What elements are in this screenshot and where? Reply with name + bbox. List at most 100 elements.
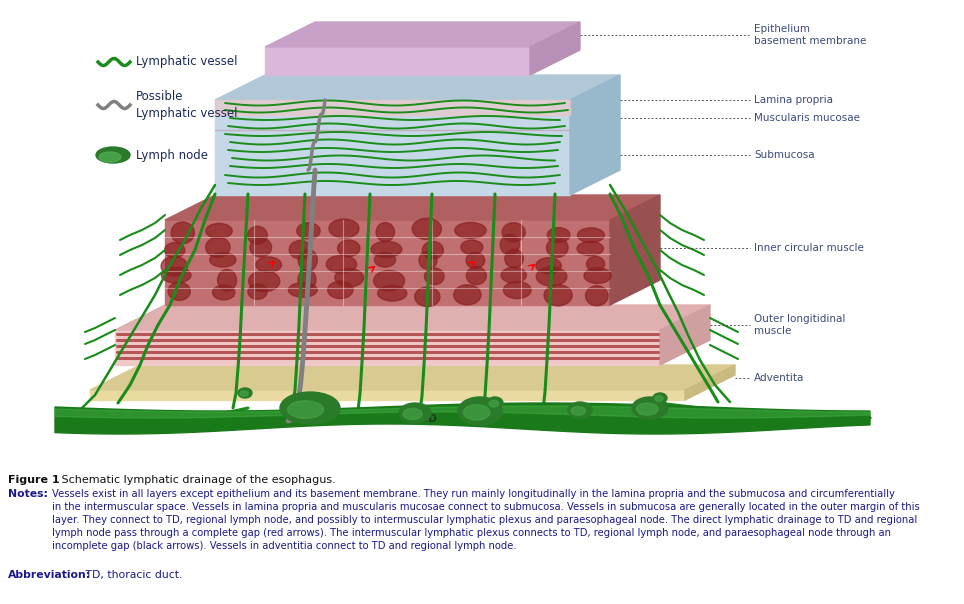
Ellipse shape bbox=[458, 397, 502, 425]
Ellipse shape bbox=[248, 284, 267, 300]
Ellipse shape bbox=[371, 241, 402, 257]
Ellipse shape bbox=[218, 269, 236, 291]
Polygon shape bbox=[530, 22, 580, 75]
Ellipse shape bbox=[205, 223, 232, 239]
Text: Submucosa: Submucosa bbox=[754, 150, 815, 160]
Ellipse shape bbox=[205, 237, 230, 257]
Text: Lymph node: Lymph node bbox=[136, 149, 208, 161]
Text: TD: TD bbox=[422, 414, 438, 424]
Ellipse shape bbox=[329, 219, 359, 238]
Ellipse shape bbox=[96, 147, 130, 163]
Ellipse shape bbox=[250, 238, 272, 257]
Ellipse shape bbox=[501, 267, 526, 283]
Ellipse shape bbox=[502, 223, 525, 242]
Ellipse shape bbox=[209, 252, 236, 267]
Text: Possible
Lymphatic vessel: Possible Lymphatic vessel bbox=[136, 91, 237, 120]
Ellipse shape bbox=[287, 401, 324, 419]
Polygon shape bbox=[165, 195, 660, 220]
Ellipse shape bbox=[577, 242, 603, 255]
Ellipse shape bbox=[297, 223, 320, 239]
Ellipse shape bbox=[653, 393, 667, 403]
Polygon shape bbox=[215, 100, 570, 115]
Text: Notes:: Notes: bbox=[8, 489, 48, 499]
Ellipse shape bbox=[298, 249, 317, 271]
Polygon shape bbox=[265, 22, 580, 47]
Ellipse shape bbox=[632, 397, 668, 419]
Ellipse shape bbox=[337, 240, 360, 257]
Ellipse shape bbox=[298, 269, 316, 290]
Text: lymph node pass through a complete gap (red arrows). The intermuscular lymphatic: lymph node pass through a complete gap (… bbox=[52, 528, 891, 538]
Polygon shape bbox=[90, 390, 685, 400]
Text: incomplete gap (black arrows). Vessels in adventitia connect to TD and regional : incomplete gap (black arrows). Vessels i… bbox=[52, 541, 517, 551]
Ellipse shape bbox=[99, 152, 121, 162]
Ellipse shape bbox=[655, 396, 663, 401]
Ellipse shape bbox=[415, 287, 440, 307]
Text: Schematic lymphatic drainage of the esophagus.: Schematic lymphatic drainage of the esop… bbox=[58, 475, 335, 485]
Ellipse shape bbox=[536, 267, 567, 286]
Polygon shape bbox=[215, 100, 570, 195]
Ellipse shape bbox=[374, 271, 405, 291]
Ellipse shape bbox=[466, 252, 485, 269]
Polygon shape bbox=[90, 365, 735, 390]
Ellipse shape bbox=[374, 252, 395, 267]
Ellipse shape bbox=[403, 408, 422, 420]
Ellipse shape bbox=[172, 222, 195, 243]
Ellipse shape bbox=[505, 249, 523, 268]
Polygon shape bbox=[165, 220, 610, 305]
Ellipse shape bbox=[454, 284, 481, 305]
Ellipse shape bbox=[461, 240, 483, 254]
Ellipse shape bbox=[571, 406, 585, 415]
Ellipse shape bbox=[335, 268, 363, 287]
Text: Adventita: Adventita bbox=[754, 373, 804, 383]
Polygon shape bbox=[115, 330, 660, 365]
Ellipse shape bbox=[636, 403, 658, 415]
Ellipse shape bbox=[165, 243, 185, 258]
Text: Lymphatic vessel: Lymphatic vessel bbox=[136, 56, 237, 68]
Ellipse shape bbox=[255, 257, 281, 272]
Ellipse shape bbox=[213, 285, 235, 300]
Text: Outer longitidinal
muscle: Outer longitidinal muscle bbox=[754, 314, 845, 336]
Ellipse shape bbox=[585, 286, 608, 306]
Ellipse shape bbox=[249, 271, 280, 292]
Text: Epithelium
basement membrane: Epithelium basement membrane bbox=[754, 24, 867, 46]
Ellipse shape bbox=[500, 234, 520, 255]
Ellipse shape bbox=[328, 281, 353, 298]
Ellipse shape bbox=[503, 281, 531, 298]
Polygon shape bbox=[55, 406, 870, 418]
Ellipse shape bbox=[489, 400, 498, 407]
Polygon shape bbox=[685, 365, 735, 400]
Polygon shape bbox=[660, 305, 710, 365]
Polygon shape bbox=[610, 195, 660, 305]
Text: in the intermuscular space. Vessels in lamina propria and muscularis mucosae con: in the intermuscular space. Vessels in l… bbox=[52, 502, 920, 512]
Polygon shape bbox=[215, 75, 620, 100]
Ellipse shape bbox=[455, 222, 486, 239]
Polygon shape bbox=[115, 305, 710, 330]
Ellipse shape bbox=[376, 222, 394, 242]
Ellipse shape bbox=[577, 228, 604, 243]
Ellipse shape bbox=[536, 258, 561, 274]
Ellipse shape bbox=[326, 255, 357, 273]
Ellipse shape bbox=[289, 240, 311, 259]
Ellipse shape bbox=[378, 286, 407, 301]
Text: layer. They connect to TD, regional lymph node, and possibly to intermuscular ly: layer. They connect to TD, regional lymp… bbox=[52, 515, 918, 525]
Ellipse shape bbox=[487, 397, 503, 409]
Text: Figure 1: Figure 1 bbox=[8, 475, 60, 485]
Ellipse shape bbox=[238, 388, 252, 398]
Ellipse shape bbox=[248, 226, 267, 244]
Ellipse shape bbox=[280, 392, 340, 424]
Ellipse shape bbox=[161, 268, 191, 283]
Ellipse shape bbox=[464, 405, 490, 420]
Ellipse shape bbox=[422, 242, 443, 259]
Ellipse shape bbox=[586, 256, 604, 272]
Text: Lamina propria: Lamina propria bbox=[754, 95, 833, 105]
Text: Vessels exist in all layers except epithelium and its basement membrane. They ru: Vessels exist in all layers except epith… bbox=[52, 489, 895, 499]
Polygon shape bbox=[265, 47, 530, 75]
Text: Inner circular muscle: Inner circular muscle bbox=[754, 243, 864, 253]
Ellipse shape bbox=[568, 402, 592, 418]
Text: TD, thoracic duct.: TD, thoracic duct. bbox=[82, 570, 182, 580]
Ellipse shape bbox=[419, 251, 437, 269]
Polygon shape bbox=[55, 403, 870, 434]
Ellipse shape bbox=[413, 218, 442, 239]
Ellipse shape bbox=[547, 238, 568, 257]
Text: Muscularis mucosae: Muscularis mucosae bbox=[754, 113, 860, 123]
